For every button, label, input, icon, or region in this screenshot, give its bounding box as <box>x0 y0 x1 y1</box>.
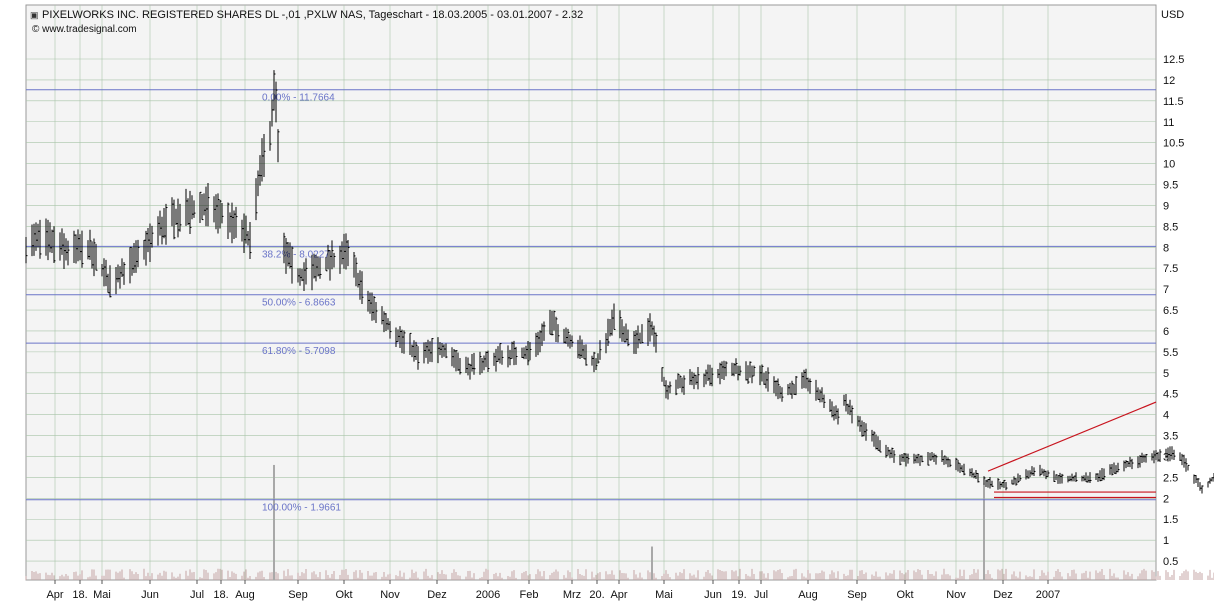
x-tick-label: Apr <box>46 589 63 601</box>
y-tick-label: 10 <box>1163 159 1175 171</box>
x-tick-label: Nov <box>946 589 966 601</box>
x-tick-label: 19. <box>731 589 746 601</box>
y-tick-label: 5 <box>1163 368 1169 380</box>
y-tick-label: 7 <box>1163 284 1169 296</box>
trendlines <box>987 401 1157 499</box>
currency-label: USD <box>1161 9 1185 21</box>
x-tick-label: Mrz <box>563 589 581 601</box>
x-tick-label: Sep <box>847 589 867 601</box>
y-tick-label: 12 <box>1163 75 1175 87</box>
y-tick-label: 6 <box>1163 326 1169 338</box>
x-tick-label: Nov <box>380 589 400 601</box>
x-tick-label: Dez <box>993 589 1013 601</box>
y-tick-label: 2 <box>1163 493 1169 505</box>
chart-credit: © www.tradesignal.com <box>32 24 137 35</box>
x-tick-label: Jun <box>141 589 159 601</box>
x-tick-label: Feb <box>520 589 539 601</box>
x-tick-label: Sep <box>288 589 308 601</box>
fib-level-label: 38.2% - 8.0227 <box>262 249 330 260</box>
y-tick-label: 8.5 <box>1163 221 1178 233</box>
y-axis: 0.511.522.533.544.555.566.577.588.599.51… <box>1163 54 1184 568</box>
y-tick-label: 2.5 <box>1163 472 1178 484</box>
chart-settings-icon[interactable]: ▣ <box>30 10 39 20</box>
price-bars <box>25 70 1214 494</box>
y-tick-label: 3.5 <box>1163 431 1178 443</box>
y-tick-label: 10.5 <box>1163 138 1184 150</box>
x-tick-label: Mai <box>93 589 111 601</box>
fibonacci-retracement: 0.00% - 11.7664 38.2% - 8.0227 50.00% - 6.… <box>26 89 1156 514</box>
y-tick-label: 9.5 <box>1163 180 1178 192</box>
y-tick-label: 5.5 <box>1163 347 1178 359</box>
fib-level-label: 50.00% - 6.8663 <box>262 298 336 309</box>
y-tick-label: 9 <box>1163 200 1169 212</box>
grid <box>26 5 1156 580</box>
x-tick-label: Aug <box>235 589 255 601</box>
y-tick-label: 1.5 <box>1163 514 1178 526</box>
x-tick-label: Dez <box>427 589 447 601</box>
fib-level-label: 100.00% - 1.9661 <box>262 503 341 514</box>
x-tick-label: 2007 <box>1036 589 1060 601</box>
x-tick-label: 2006 <box>476 589 500 601</box>
y-tick-label: 7.5 <box>1163 263 1178 275</box>
x-tick-label: Aug <box>798 589 818 601</box>
plot-area <box>25 4 1157 581</box>
y-tick-label: 3 <box>1163 451 1169 463</box>
x-tick-label: Okt <box>335 589 352 601</box>
x-tick-label: 20. <box>589 589 604 601</box>
y-tick-label: 0.5 <box>1163 556 1178 568</box>
x-tick-label: 18. <box>72 589 87 601</box>
x-tick-label: Mai <box>655 589 673 601</box>
y-tick-label: 1 <box>1163 535 1169 547</box>
y-tick-label: 4.5 <box>1163 389 1178 401</box>
x-tick-label: Apr <box>610 589 627 601</box>
fib-level-label: 0.00% - 11.7664 <box>262 93 335 104</box>
x-tick-label: Jul <box>754 589 768 601</box>
x-axis: Apr 18. Mai Jun Jul 18. Aug Sep Okt Nov Dez 2006 Feb… <box>46 580 1060 601</box>
x-tick-label: Jun <box>704 589 722 601</box>
fib-level-label: 61.80% - 5.7098 <box>262 346 336 357</box>
y-tick-label: 11.5 <box>1163 96 1184 108</box>
y-tick-label: 11 <box>1163 117 1174 129</box>
trendline-resistance <box>987 401 1157 472</box>
y-tick-label: 8 <box>1163 242 1169 254</box>
y-tick-label: 6.5 <box>1163 305 1178 317</box>
x-tick-label: Okt <box>896 589 913 601</box>
x-tick-label: Jul <box>190 589 204 601</box>
y-tick-label: 12.5 <box>1163 54 1184 66</box>
chart-title: PIXELWORKS INC. REGISTERED SHARES DL -,0… <box>42 9 584 21</box>
x-tick-label: 18. <box>213 589 228 601</box>
volume-bars <box>25 464 1214 580</box>
y-tick-label: 4 <box>1163 410 1169 422</box>
